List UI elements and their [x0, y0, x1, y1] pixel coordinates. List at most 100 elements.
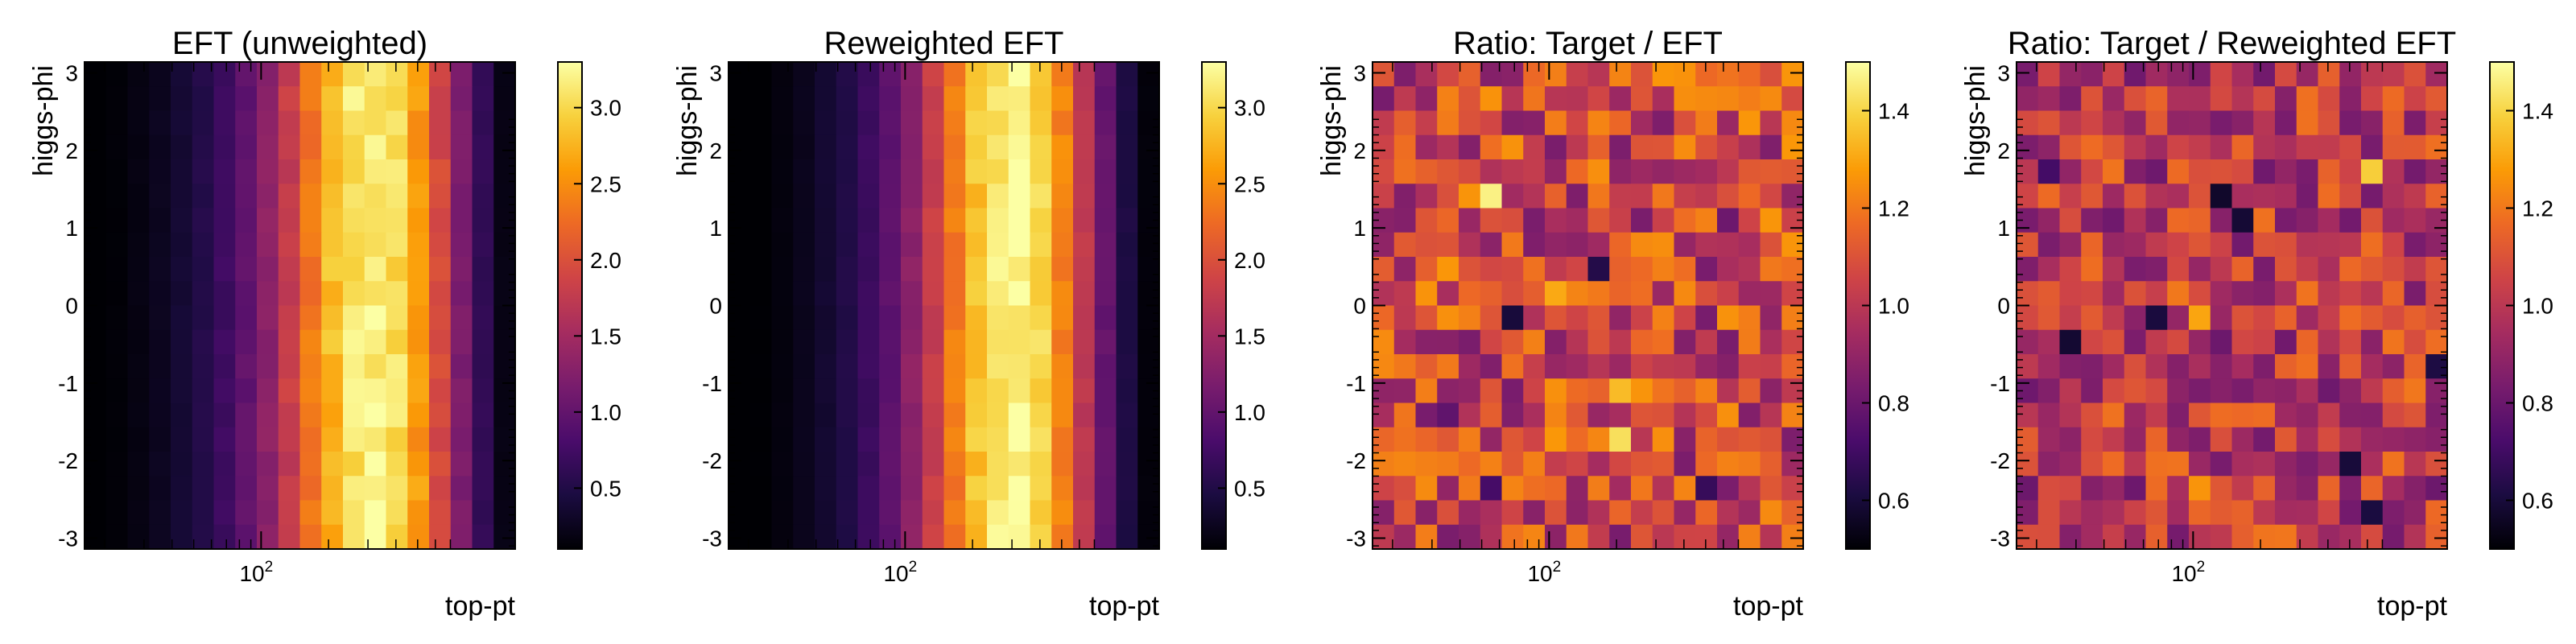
heatmap-cell [1373, 232, 1395, 258]
heatmap-cell [85, 159, 107, 184]
heatmap-cell [407, 232, 430, 258]
heatmap-cell [1051, 402, 1074, 428]
heatmap-cell [1523, 86, 1546, 112]
heatmap-cell [1760, 354, 1782, 379]
heatmap-cell [2145, 402, 2168, 428]
heatmap-cell [901, 354, 923, 379]
heatmap-cell [2145, 110, 2168, 136]
heatmap-cell [2404, 329, 2426, 355]
heatmap-cell [1738, 378, 1761, 404]
heatmap-cell [857, 524, 880, 550]
heatmap-cell [749, 402, 773, 428]
heatmap-cell [836, 305, 859, 331]
heatmap-cell [1008, 476, 1031, 502]
heatmap-cell [343, 232, 365, 258]
heatmap-cell [1459, 524, 1481, 550]
heatmap-cell [407, 378, 430, 404]
heatmap-cell [1459, 402, 1481, 428]
heatmap-cell [1073, 354, 1096, 379]
heatmap-cell [2210, 354, 2233, 379]
heatmap-cell [2253, 305, 2276, 331]
heatmap-cell [1760, 329, 1782, 355]
heatmap-cell [2210, 110, 2233, 136]
heatmap-cell [965, 184, 988, 209]
heatmap-cell [771, 110, 794, 136]
heatmap-cell [1030, 354, 1052, 379]
heatmap-cell [149, 329, 171, 355]
heatmap-cell [257, 427, 279, 452]
heatmap-cell [2210, 500, 2233, 526]
heatmap-cell [1545, 500, 1567, 526]
heatmap-cell [2103, 159, 2125, 184]
heatmap-cell [1609, 62, 1632, 87]
heatmap-cell [299, 281, 322, 307]
colorbar-tick-label: 1.0 [2522, 294, 2553, 319]
heatmap-cell [987, 134, 1009, 160]
heatmap-cell [2361, 110, 2384, 136]
heatmap-cell [192, 232, 215, 258]
heatmap-cell [2103, 281, 2125, 307]
heatmap-cell [1501, 184, 1524, 209]
heatmap-cell [2318, 232, 2340, 258]
heatmap-cell [1094, 354, 1117, 379]
heatmap-cell [2145, 184, 2168, 209]
heatmap-cell [2404, 402, 2426, 428]
heatmap-cell [1781, 329, 1804, 355]
heatmap-cell [857, 427, 880, 452]
heatmap-cell [2059, 62, 2082, 87]
heatmap-cell [793, 329, 815, 355]
heatmap-cell [429, 208, 452, 233]
heatmap-cell [1437, 159, 1459, 184]
heatmap-cell [2210, 134, 2233, 160]
heatmap-cell [1566, 452, 1589, 477]
heatmap-cell [815, 110, 837, 136]
heatmap-cell [771, 86, 794, 112]
y-tick-label: -2 [58, 448, 78, 473]
heatmap-cell [1674, 110, 1696, 136]
heatmap-cell [1008, 281, 1031, 307]
heatmap-cell [2167, 500, 2190, 526]
heatmap-cell [1051, 257, 1074, 282]
heatmap-cell [1415, 305, 1438, 331]
heatmap-cell [1437, 524, 1459, 550]
heatmap-cell [729, 159, 751, 184]
heatmap-cell [2103, 86, 2125, 112]
heatmap-cell [1393, 159, 1417, 184]
heatmap-cell [965, 476, 988, 502]
heatmap-cell [901, 500, 923, 526]
heatmap-cell [321, 184, 344, 209]
heatmap-cell [1760, 110, 1782, 136]
heatmap-cell [235, 110, 258, 136]
heatmap-cell [2059, 208, 2082, 233]
heatmap-cell [1566, 281, 1589, 307]
heatmap-cell [257, 281, 279, 307]
heatmap-cell [105, 257, 129, 282]
heatmap-cell [1631, 232, 1653, 258]
heatmap-cell [901, 232, 923, 258]
heatmap-cell [749, 62, 773, 87]
heatmap-cell [1545, 305, 1567, 331]
heatmap-cell [1717, 402, 1740, 428]
heatmap-cell [407, 159, 430, 184]
heatmap-cell [149, 159, 171, 184]
heatmap-cell [1415, 184, 1438, 209]
heatmap-cell [2425, 86, 2448, 112]
heatmap-cell [2231, 402, 2254, 428]
heatmap-cell [364, 354, 387, 379]
x-tick-label: 102 [883, 559, 917, 586]
heatmap-cell [1459, 257, 1481, 282]
heatmap-cell [2189, 378, 2211, 404]
heatmap-cell [771, 354, 794, 379]
heatmap-cell [2382, 62, 2405, 87]
heatmap-cell [1501, 378, 1524, 404]
heatmap-cell [407, 500, 430, 526]
heatmap-cell [171, 257, 193, 282]
heatmap-cell [1717, 110, 1740, 136]
heatmap-cell [364, 305, 387, 331]
heatmap-cell [1674, 281, 1696, 307]
heatmap-cell [450, 110, 473, 136]
heatmap-cell [1695, 62, 1718, 87]
heatmap-cell [2017, 134, 2039, 160]
heatmap-cell [2404, 86, 2426, 112]
heatmap-cell [1523, 305, 1546, 331]
